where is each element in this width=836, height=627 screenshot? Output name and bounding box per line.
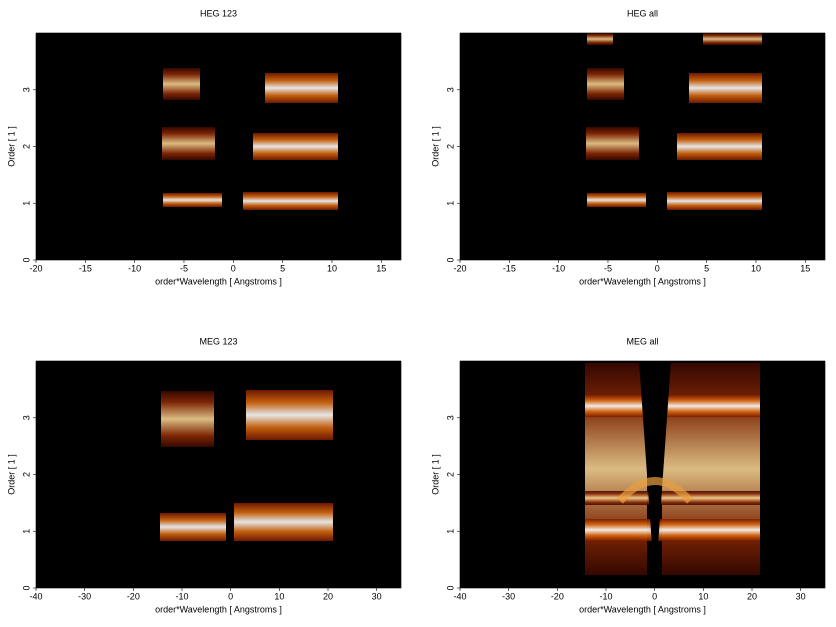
intensity-region	[585, 363, 647, 575]
x-tick-label: -15	[503, 263, 516, 273]
x-tick-label: 15	[800, 263, 810, 273]
x-tick-label: 20	[323, 591, 333, 601]
x-tick-label: 30	[796, 591, 806, 601]
intensity-region	[667, 192, 762, 210]
intensity-region	[246, 390, 333, 440]
y-tick-label: 0	[445, 585, 455, 590]
x-tick-label: 10	[751, 263, 761, 273]
y-axis-label: Order [ 1 ]	[430, 454, 440, 495]
y-tick-label: 3	[445, 415, 455, 420]
plot-background	[36, 33, 401, 260]
y-axis-label: Order [ 1 ]	[6, 126, 16, 167]
intensity-region	[265, 73, 338, 103]
x-tick-label: 30	[372, 591, 382, 601]
y-tick-label: 1	[445, 529, 455, 534]
heatmap	[36, 33, 401, 260]
x-tick-label: 20	[747, 591, 757, 601]
intensity-region	[161, 391, 214, 447]
x-tick-label: -20	[551, 591, 564, 601]
intensity-region	[587, 193, 646, 207]
x-tick-label: -20	[453, 263, 466, 273]
y-tick-label: 3	[445, 87, 455, 92]
y-axis-label: Order [ 1 ]	[430, 126, 440, 167]
x-tick-label: 0	[652, 591, 657, 601]
intensity-region	[163, 193, 222, 207]
x-axis-label: order*Wavelength [ Angstroms ]	[579, 604, 706, 614]
x-tick-label: 0	[231, 263, 236, 273]
x-tick-label: 10	[274, 591, 284, 601]
x-tick-label: -40	[29, 591, 42, 601]
x-tick-label: -5	[604, 263, 612, 273]
x-tick-label: -10	[175, 591, 188, 601]
x-tick-label: 10	[698, 591, 708, 601]
heatmap	[460, 361, 825, 588]
x-tick-label: 5	[280, 263, 285, 273]
x-tick-label: 0	[655, 263, 660, 273]
y-tick-label: 0	[21, 585, 31, 590]
heatmap	[460, 33, 825, 260]
intensity-region	[662, 363, 760, 575]
y-tick-label: 2	[21, 144, 31, 149]
chart-title: MEG 123	[199, 336, 237, 346]
chart-title: MEG all	[626, 336, 658, 346]
y-tick-label: 2	[445, 144, 455, 149]
intensity-region	[585, 395, 760, 417]
intensity-region	[677, 133, 762, 160]
y-tick-label: 2	[445, 472, 455, 477]
y-axis-label: Order [ 1 ]	[6, 454, 16, 495]
plot-background	[36, 361, 401, 588]
x-axis-label: order*Wavelength [ Angstroms ]	[155, 604, 282, 614]
x-tick-label: -30	[78, 591, 91, 601]
x-tick-label: -10	[128, 263, 141, 273]
x-tick-label: 10	[327, 263, 337, 273]
x-tick-label: -15	[79, 263, 92, 273]
intensity-region	[586, 127, 639, 160]
x-tick-label: -5	[180, 263, 188, 273]
x-tick-label: 5	[704, 263, 709, 273]
intensity-region	[689, 73, 762, 103]
intensity-region	[234, 503, 333, 541]
x-tick-label: 0	[228, 591, 233, 601]
wedge	[639, 361, 671, 588]
intensity-region	[253, 133, 338, 160]
x-tick-label: 15	[376, 263, 386, 273]
intensity-region	[587, 68, 624, 100]
x-tick-label: -40	[453, 591, 466, 601]
x-tick-label: -20	[127, 591, 140, 601]
arc	[616, 477, 694, 504]
intensity-region	[703, 33, 762, 45]
y-tick-label: 1	[21, 201, 31, 206]
x-tick-label: -10	[552, 263, 565, 273]
y-tick-label: 3	[21, 87, 31, 92]
y-tick-label: 2	[21, 472, 31, 477]
plot-background	[460, 33, 825, 260]
y-tick-label: 1	[445, 201, 455, 206]
intensity-region	[243, 192, 338, 210]
intensity-region	[162, 127, 215, 160]
x-tick-label: -20	[29, 263, 42, 273]
chart-title: HEG all	[627, 8, 658, 18]
x-axis-label: order*Wavelength [ Angstroms ]	[155, 276, 282, 286]
chart-title: HEG 123	[200, 8, 237, 18]
y-tick-label: 0	[445, 257, 455, 262]
intensity-region	[587, 33, 613, 45]
x-axis-label: order*Wavelength [ Angstroms ]	[579, 276, 706, 286]
intensity-region	[163, 68, 200, 100]
heatmap	[36, 361, 401, 588]
intensity-region	[160, 513, 226, 541]
intensity-region	[585, 519, 760, 541]
intensity-region	[585, 491, 760, 505]
y-tick-label: 0	[21, 257, 31, 262]
x-tick-label: -30	[502, 591, 515, 601]
y-tick-label: 1	[21, 529, 31, 534]
x-tick-label: -10	[599, 591, 612, 601]
y-tick-label: 3	[21, 415, 31, 420]
